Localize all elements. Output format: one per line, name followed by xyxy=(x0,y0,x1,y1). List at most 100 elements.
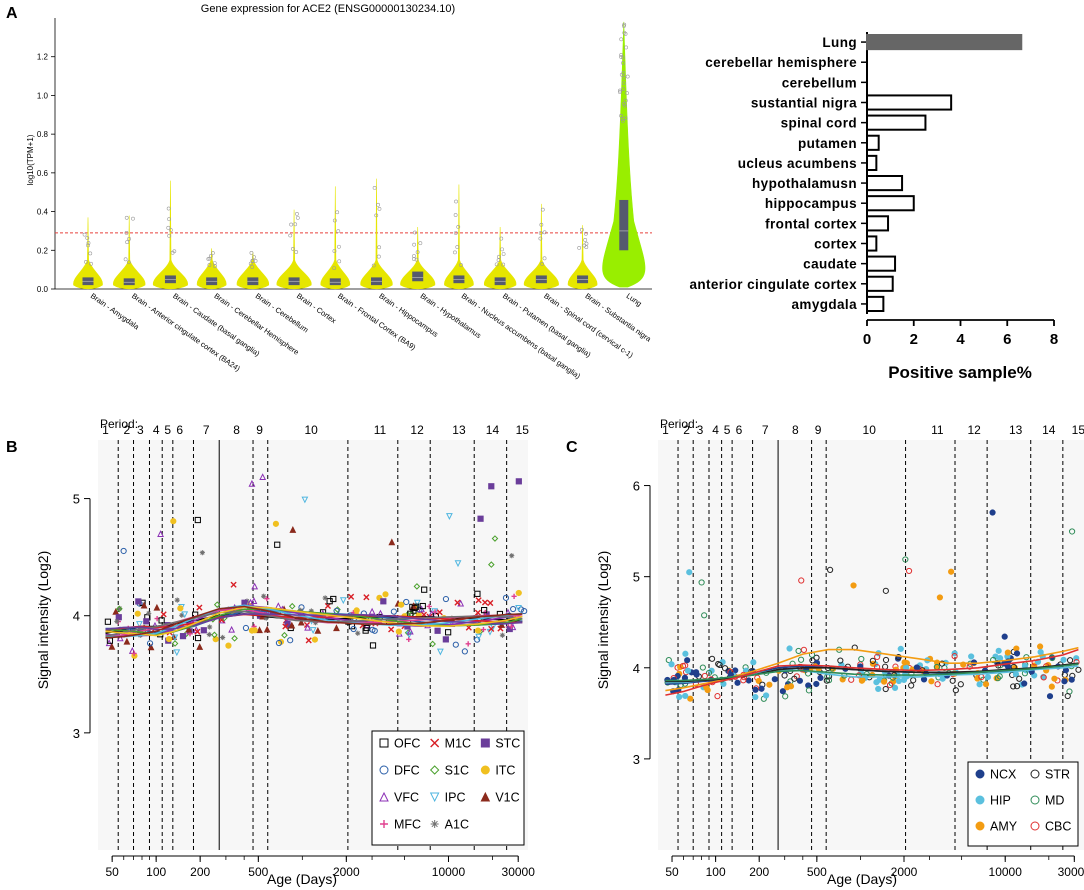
data-point xyxy=(902,556,909,563)
violin-outlier xyxy=(623,103,627,108)
data-point xyxy=(199,550,205,556)
x-tick-label: 30000 xyxy=(502,865,536,879)
violin-outlier xyxy=(125,240,129,245)
data-point xyxy=(721,665,729,672)
data-point xyxy=(179,633,187,640)
violin-outlier xyxy=(86,241,91,245)
violin-outlier xyxy=(82,232,87,237)
data-point xyxy=(682,692,689,700)
data-point xyxy=(684,667,692,674)
bar-mark xyxy=(866,154,878,172)
violin-outlier xyxy=(374,213,379,218)
data-point xyxy=(147,643,155,651)
data-point xyxy=(705,669,713,677)
data-point xyxy=(895,677,902,685)
data-point xyxy=(454,560,462,568)
data-point xyxy=(413,599,421,607)
data-point xyxy=(900,676,908,683)
data-point xyxy=(875,685,882,693)
data-point xyxy=(817,674,824,682)
period-number: 8 xyxy=(233,423,240,437)
data-point xyxy=(388,538,396,546)
data-point xyxy=(259,473,267,481)
data-point xyxy=(880,678,888,685)
fit-line xyxy=(665,648,1079,696)
data-point xyxy=(1013,650,1021,657)
data-point xyxy=(784,684,791,691)
legend-symbol xyxy=(1030,769,1040,779)
violin-category-label: Brain - Substantia nigra xyxy=(583,291,653,344)
data-point xyxy=(157,530,164,537)
violin-outlier xyxy=(371,263,376,268)
violin-outlier xyxy=(583,238,588,242)
data-point xyxy=(882,685,889,693)
violin-outlier xyxy=(377,207,382,211)
violin-outlier xyxy=(210,251,215,255)
violin-shape xyxy=(236,252,269,290)
data-point xyxy=(908,682,915,689)
fit-line xyxy=(105,606,523,637)
data-point xyxy=(403,598,410,606)
violin-outlier xyxy=(249,251,254,255)
data-point xyxy=(481,599,489,606)
data-point xyxy=(996,673,1003,680)
line-chart-b: Period: Age (Days) Signal intensity (Log… xyxy=(35,417,535,887)
bar-category-label: anterior cingulate cortex xyxy=(689,277,857,292)
period-label-c: Period: xyxy=(660,417,698,431)
bar-xtick-label: 2 xyxy=(910,331,918,348)
data-point xyxy=(858,655,865,663)
violin-outlier xyxy=(459,263,463,267)
violin-ylabel: log10(TPM+1) xyxy=(26,134,35,185)
violin-outlier xyxy=(619,37,624,42)
data-point xyxy=(913,664,920,671)
bar-category-label: caudate xyxy=(803,257,857,272)
data-point xyxy=(665,656,672,664)
data-point xyxy=(135,598,142,605)
data-point xyxy=(174,597,180,603)
data-point xyxy=(388,626,395,633)
data-point xyxy=(135,621,143,628)
legend-label: NCX xyxy=(990,768,1017,782)
data-point xyxy=(1037,648,1044,656)
b-xlabel: Age (Days) xyxy=(267,871,337,887)
data-point xyxy=(179,612,185,618)
violin-outlier xyxy=(124,215,129,220)
violin-outlier xyxy=(208,254,213,258)
y-tick-label: 5 xyxy=(73,492,80,507)
x-tick-label: 50 xyxy=(105,865,119,879)
data-point xyxy=(1061,678,1068,685)
data-point xyxy=(1051,675,1058,682)
violin-outlier xyxy=(84,259,88,264)
bar-category-label: cortex xyxy=(814,237,857,252)
data-point xyxy=(491,535,499,542)
data-point xyxy=(390,608,397,615)
c-xlabel: Age (Days) xyxy=(827,871,897,887)
legend-symbol xyxy=(975,821,985,831)
x-tick-label: 100 xyxy=(706,865,726,879)
x-tick-label: 30000 xyxy=(1058,865,1084,879)
data-point xyxy=(442,636,449,643)
x-tick-label: 200 xyxy=(749,865,769,879)
data-point xyxy=(488,483,495,490)
legend-label: HIP xyxy=(990,794,1011,808)
data-point xyxy=(457,599,465,607)
data-point xyxy=(682,650,689,657)
data-point xyxy=(406,636,412,643)
violin-shape xyxy=(523,203,559,290)
data-point xyxy=(475,633,483,641)
period-number: 11 xyxy=(931,423,944,437)
data-point xyxy=(289,526,297,533)
period-number: 11 xyxy=(374,423,387,437)
violin-shape xyxy=(567,225,598,290)
data-point xyxy=(421,586,428,593)
data-point xyxy=(281,631,288,639)
data-point xyxy=(1075,666,1082,673)
data-point xyxy=(1066,657,1074,664)
data-point xyxy=(185,625,193,633)
legend-label: MFC xyxy=(394,818,421,832)
legend-symbol xyxy=(380,820,388,828)
data-point xyxy=(708,655,716,662)
data-point xyxy=(1040,674,1047,681)
x-tick-label: 100 xyxy=(146,865,166,879)
violin-outlier xyxy=(412,230,417,235)
